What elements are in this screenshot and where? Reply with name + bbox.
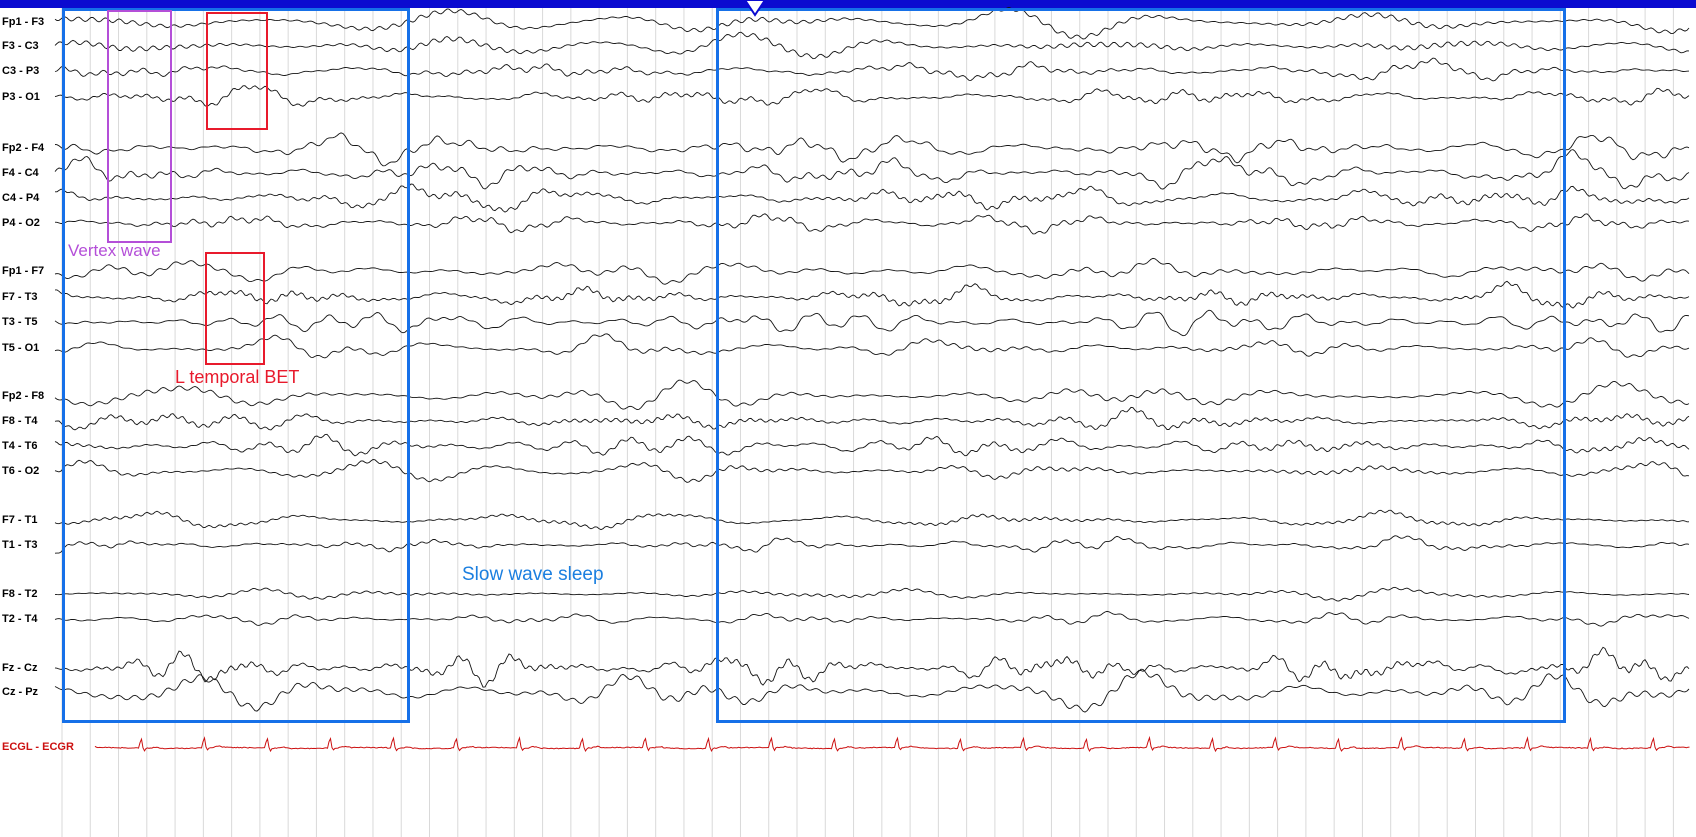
channel-label: T1 - T3	[2, 539, 38, 551]
channel-label: Cz - Pz	[2, 686, 39, 698]
channel-label: Fp2 - F4	[2, 142, 45, 154]
channel-label: F4 - C4	[2, 167, 39, 179]
channel-label: T3 - T5	[2, 316, 38, 328]
eeg-traces	[54, 6, 1690, 713]
slow-wave-sleep-label: Slow wave sleep	[462, 564, 604, 585]
timeline-bar	[0, 0, 1696, 8]
channel-label: C4 - P4	[2, 192, 40, 204]
channel-label: F7 - T1	[2, 514, 38, 526]
channel-label: Fp2 - F8	[2, 390, 45, 402]
channel-label: T6 - O2	[2, 465, 40, 477]
l-temporal-bet-label: L temporal BET	[175, 367, 300, 387]
gridlines	[61, 8, 1674, 837]
channel-label: Fp1 - F7	[2, 265, 45, 277]
timeline-marker[interactable]	[743, 0, 767, 17]
channel-label: Fz - Cz	[2, 662, 38, 674]
channel-label: C3 - P3	[2, 65, 40, 77]
channel-label: T4 - T6	[2, 440, 38, 452]
channel-label: P4 - O2	[2, 217, 40, 229]
channel-label: T2 - T4	[2, 613, 38, 625]
channel-label: F8 - T2	[2, 588, 38, 600]
ecg-channel-label: ECGL - ECGR	[2, 741, 74, 753]
ecg-trace	[94, 735, 1690, 753]
vertex-wave-label: Vertex wave	[68, 241, 161, 260]
channel-label: Fp1 - F3	[2, 16, 45, 28]
channel-label: T5 - O1	[2, 342, 40, 354]
channel-label: F3 - C3	[2, 40, 39, 52]
channel-label: F8 - T4	[2, 415, 38, 427]
channel-label: F7 - T3	[2, 291, 38, 303]
channel-label: P3 - O1	[2, 91, 40, 103]
